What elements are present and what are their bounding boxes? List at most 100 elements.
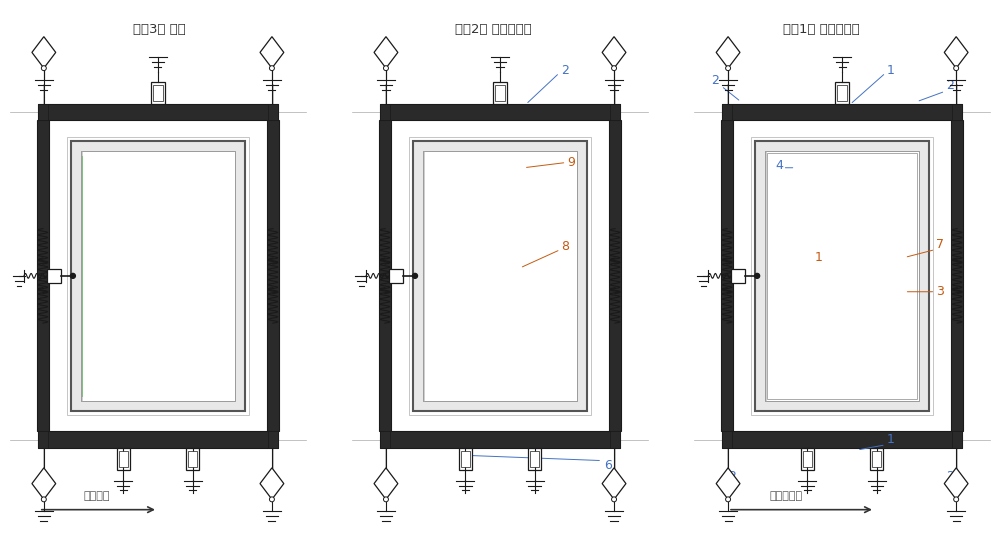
Bar (610, 103, 620, 121)
Bar (801, 448, 814, 470)
Circle shape (755, 273, 760, 278)
Bar (722, 103, 732, 121)
Bar (380, 103, 620, 121)
Polygon shape (944, 36, 968, 68)
Bar (530, 451, 539, 467)
Bar (951, 121, 963, 431)
Bar (731, 269, 745, 283)
Text: 2: 2 (711, 74, 719, 87)
Bar (38, 103, 48, 121)
Bar (767, 153, 917, 399)
Polygon shape (260, 468, 284, 500)
Bar (38, 431, 278, 448)
Circle shape (954, 497, 959, 502)
Bar (71, 141, 245, 411)
Text: 1: 1 (887, 64, 895, 77)
Bar (67, 137, 249, 415)
Text: 1: 1 (887, 433, 895, 446)
Circle shape (726, 497, 731, 502)
Bar (722, 431, 962, 448)
Bar (610, 431, 620, 448)
Text: 9: 9 (567, 156, 575, 169)
Bar (803, 451, 812, 467)
Circle shape (269, 66, 274, 71)
Bar (47, 269, 61, 283)
Bar (389, 269, 403, 283)
Text: 屋压板进材: 屋压板进材 (770, 491, 803, 501)
Bar (151, 82, 165, 103)
Bar (493, 82, 507, 103)
Bar (38, 431, 48, 448)
Bar (81, 151, 235, 401)
Bar (38, 103, 278, 121)
Text: 2: 2 (946, 79, 954, 92)
Bar (722, 431, 732, 448)
Text: 2: 2 (728, 470, 736, 483)
Bar (755, 141, 929, 411)
Circle shape (413, 273, 417, 278)
Circle shape (612, 497, 617, 502)
Bar (721, 121, 733, 431)
Bar (268, 431, 278, 448)
Bar (872, 451, 881, 467)
Bar (188, 451, 197, 467)
Bar (119, 451, 128, 467)
Polygon shape (602, 36, 626, 68)
Bar (459, 448, 472, 470)
Circle shape (41, 66, 46, 71)
Bar (153, 85, 163, 101)
Bar (423, 151, 577, 401)
Text: 工切3： 合框: 工切3： 合框 (133, 23, 186, 35)
Polygon shape (374, 468, 398, 500)
Text: 7: 7 (936, 238, 944, 251)
Bar (380, 431, 390, 448)
Bar (117, 448, 130, 470)
Polygon shape (32, 36, 56, 68)
Bar (751, 137, 933, 415)
Bar (268, 103, 278, 121)
Text: 2: 2 (946, 470, 954, 483)
Bar (461, 451, 470, 467)
Text: 1: 1 (814, 251, 822, 264)
Text: 工切2： 邓边框定位: 工切2： 邓边框定位 (455, 23, 532, 35)
Bar (952, 431, 962, 448)
Text: 工切1： 屋压板定位: 工切1： 屋压板定位 (783, 23, 859, 35)
Bar (870, 448, 883, 470)
Bar (765, 151, 919, 401)
Polygon shape (374, 36, 398, 68)
Polygon shape (716, 36, 740, 68)
Bar (609, 121, 621, 431)
Bar (379, 121, 391, 431)
Bar (267, 121, 279, 431)
Bar (413, 141, 587, 411)
Bar (952, 103, 962, 121)
Text: 3: 3 (936, 285, 944, 298)
Polygon shape (716, 468, 740, 500)
Bar (380, 431, 620, 448)
Polygon shape (260, 36, 284, 68)
Circle shape (70, 273, 75, 278)
Bar (186, 448, 199, 470)
Circle shape (612, 66, 617, 71)
Polygon shape (944, 468, 968, 500)
Text: 件件出材: 件件出材 (84, 491, 110, 501)
Text: 6: 6 (604, 459, 612, 472)
Bar (722, 103, 962, 121)
Text: 2: 2 (561, 64, 569, 77)
Circle shape (383, 497, 388, 502)
Circle shape (269, 497, 274, 502)
Circle shape (383, 66, 388, 71)
Bar (837, 85, 847, 101)
Circle shape (41, 497, 46, 502)
Bar (495, 85, 505, 101)
Bar (380, 103, 390, 121)
Bar (37, 121, 49, 431)
Bar (528, 448, 541, 470)
Text: 8: 8 (561, 240, 569, 254)
Text: 4: 4 (776, 159, 784, 172)
Polygon shape (32, 468, 56, 500)
Bar (835, 82, 849, 103)
Circle shape (726, 66, 731, 71)
Polygon shape (602, 468, 626, 500)
Circle shape (954, 66, 959, 71)
